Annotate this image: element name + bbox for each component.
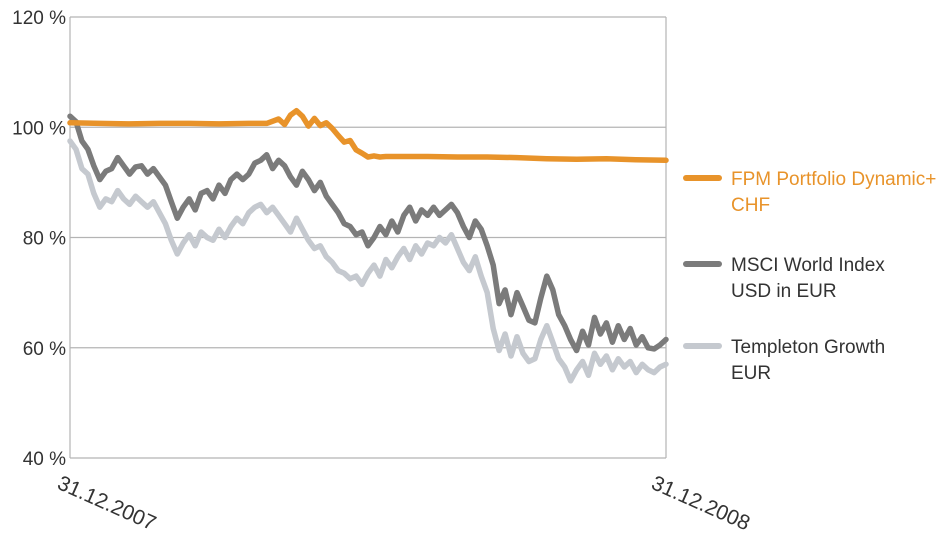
y-tick-label: 80 % [23, 229, 66, 250]
y-tick-label: 40 % [23, 449, 66, 470]
legend-label-0: CHF [731, 195, 770, 216]
x-axis-ticks: 31.12.2007 31.12.2008 [54, 472, 753, 536]
y-tick-label: 100 % [12, 118, 66, 139]
x-tick-label: 31.12.2007 [54, 472, 159, 536]
y-tick-label: 120 % [12, 8, 66, 29]
grid-lines [69, 16, 667, 459]
legend-label-1: MSCI World Index [731, 255, 885, 276]
legend-label-1: USD in EUR [731, 281, 837, 302]
series-line-0 [67, 107, 669, 164]
y-tick-label: 60 % [23, 339, 66, 360]
legend-label-0: FPM Portfolio Dynamic+ [731, 169, 936, 190]
legend: FPM Portfolio Dynamic+ CHF MSCI World Inde… [683, 169, 936, 384]
legend-label-2: Templeton Growth [731, 337, 885, 358]
legend-label-2: EUR [731, 363, 771, 384]
x-tick-label: 31.12.2008 [648, 472, 753, 536]
series-line-1 [67, 113, 669, 354]
series-lines [67, 107, 669, 384]
series-line-2 [67, 138, 669, 384]
y-axis-ticks: 40 % 60 % 80 % 100 % 120 % [12, 8, 66, 470]
